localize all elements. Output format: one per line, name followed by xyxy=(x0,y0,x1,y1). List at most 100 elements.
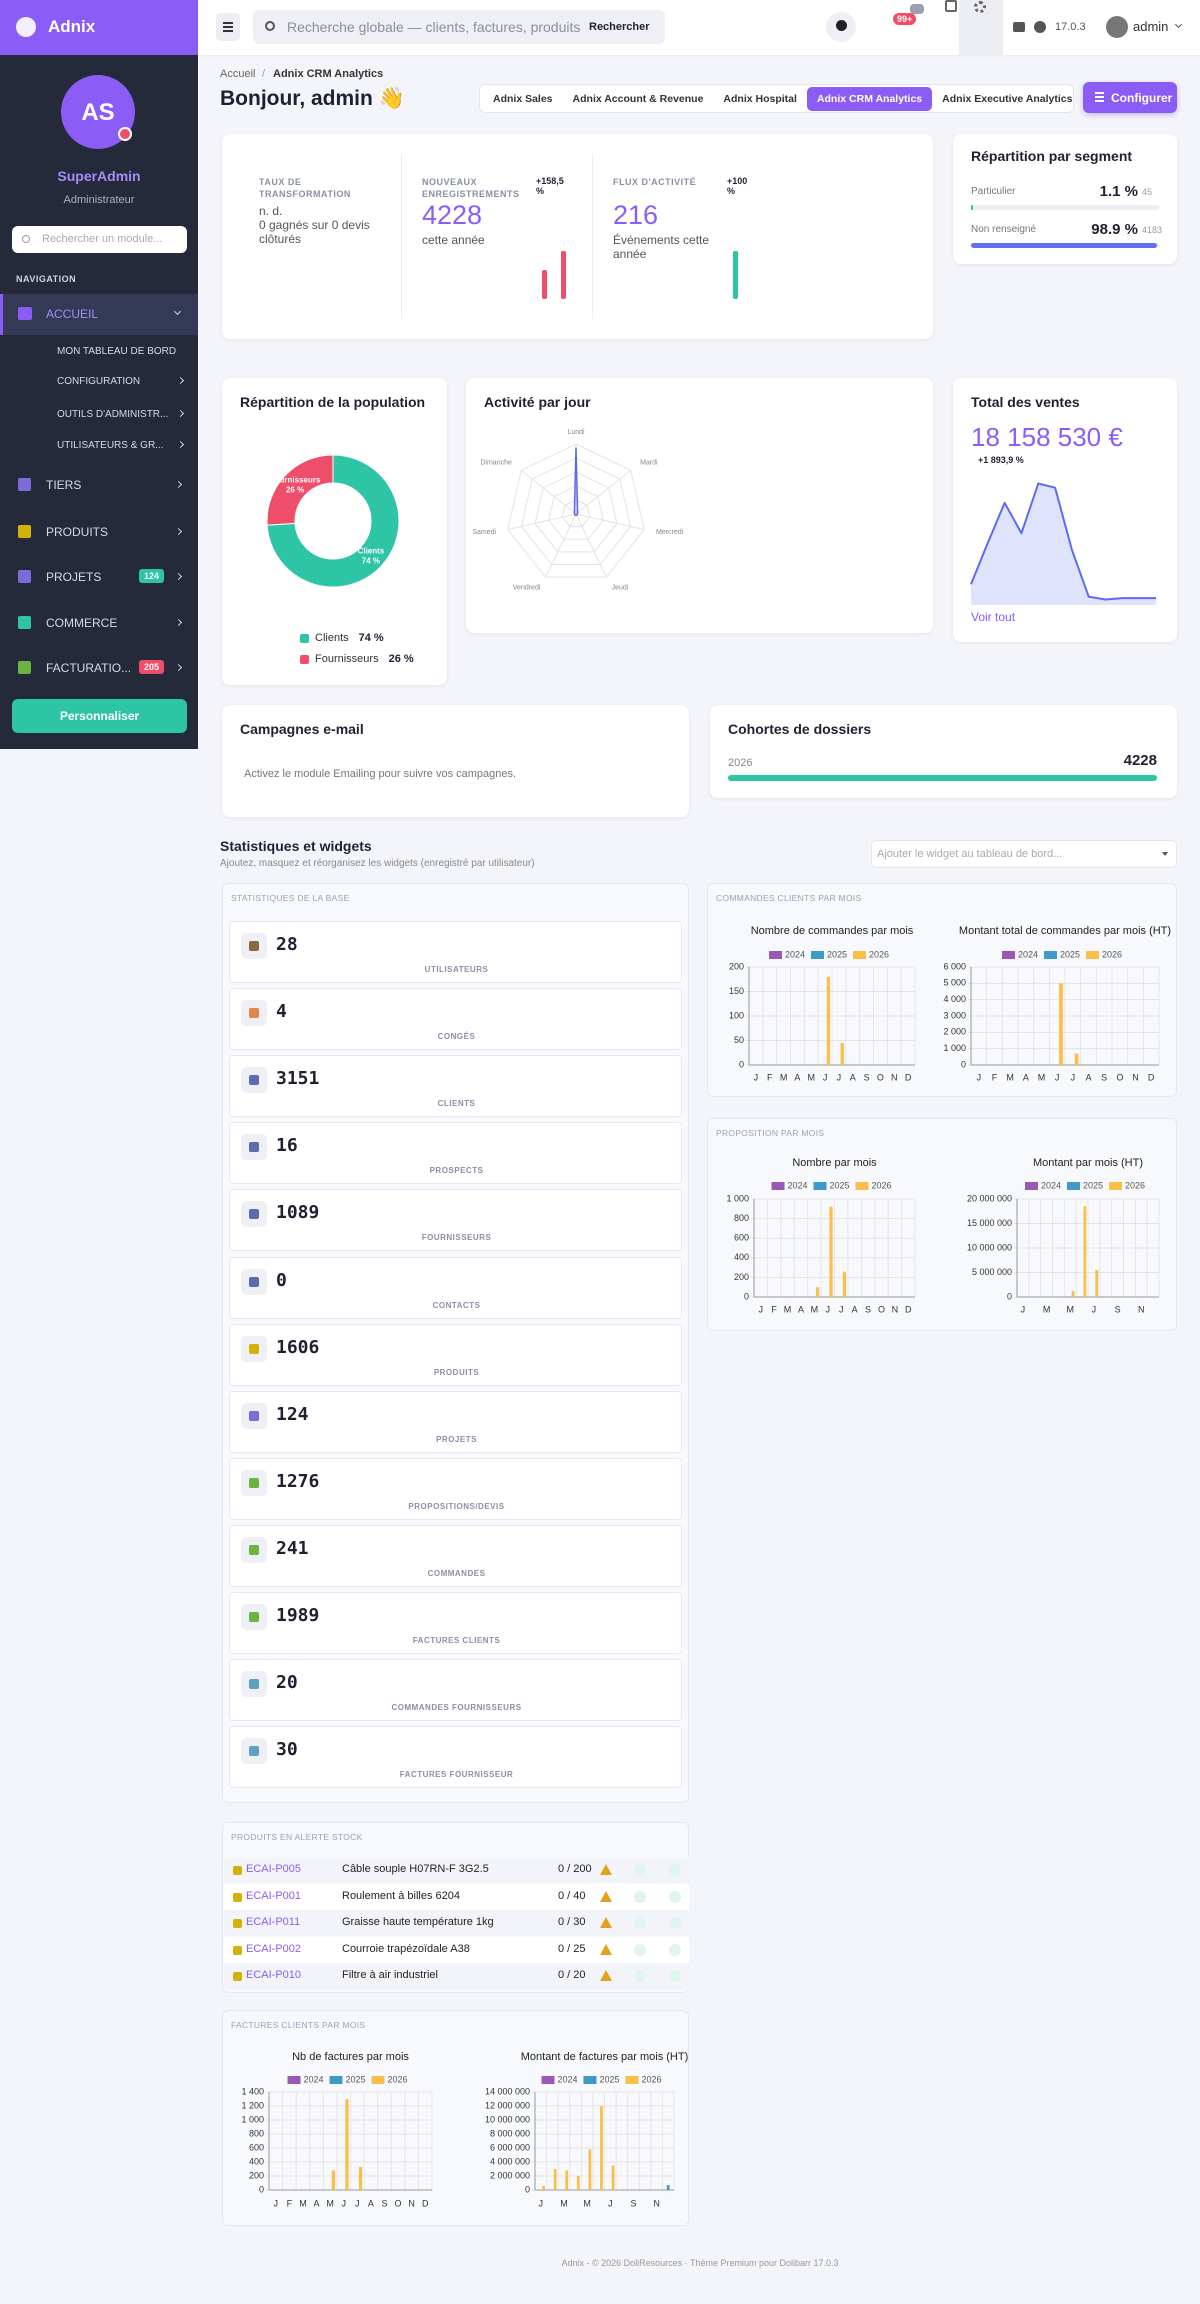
stat-value: 1276 xyxy=(276,1470,320,1492)
sales-delta: +1 893,9 % xyxy=(978,455,1024,465)
print-icon[interactable] xyxy=(1013,22,1025,32)
nav-label[interactable]: COMMERCE xyxy=(46,616,118,630)
user-role: Administrateur xyxy=(63,194,135,206)
stat-value: 3151 xyxy=(276,1068,320,1090)
product-ref[interactable]: ECAI-P010 xyxy=(246,1969,302,1982)
product-icon xyxy=(233,1945,242,1955)
stat-item[interactable]: 124 PROJETS xyxy=(229,1390,682,1453)
product-ref[interactable]: ECAI-P011 xyxy=(246,1916,301,1929)
nav-section: NAVIGATION xyxy=(16,274,77,284)
stat-item[interactable]: 1989 FACTURES CLIENTS xyxy=(229,1592,682,1654)
nav-label[interactable]: PRODUITS xyxy=(46,525,109,539)
user-name: SuperAdmin xyxy=(57,168,141,184)
user-avatar[interactable] xyxy=(1106,16,1128,38)
chevron xyxy=(174,527,183,536)
nav-icon xyxy=(18,478,31,491)
logo xyxy=(16,17,36,37)
stat-item[interactable]: 4 CONGÉS xyxy=(229,988,682,1051)
global-search[interactable]: Recherche globale — clients, factures, p… xyxy=(253,10,665,44)
stat-label: PRODUITS xyxy=(433,1367,480,1377)
module-search[interactable]: Rechercher un module... xyxy=(12,226,187,253)
tab[interactable]: Adnix Executive Analytics xyxy=(942,92,1073,105)
avatar-status xyxy=(118,127,132,141)
sidebar: Adnix AS SuperAdmin Administrateur Recherche… xyxy=(0,0,198,749)
status-dot xyxy=(634,1943,646,1956)
stat-item[interactable]: 241 COMMANDES xyxy=(229,1524,682,1587)
customize-button[interactable]: Personnaliser xyxy=(12,699,187,733)
kpi-value: n. d. xyxy=(259,204,283,218)
tab[interactable]: Adnix Hospital xyxy=(723,92,797,105)
user-menu[interactable]: admin xyxy=(1133,19,1169,34)
notification-badge[interactable]: 99+ xyxy=(893,13,917,25)
stat-item[interactable]: 16 PROSPECTS xyxy=(229,1122,682,1185)
status-dot xyxy=(669,1890,681,1903)
submenu-item[interactable]: UTILISATEURS & GR... xyxy=(57,440,164,451)
stat-label: UTILISATEURS xyxy=(424,965,489,974)
stat-item[interactable]: 28 UTILISATEURS xyxy=(229,921,682,983)
configure-button[interactable]: Configurer xyxy=(1083,82,1177,113)
stat-icon xyxy=(241,1469,267,1496)
widget-select[interactable]: Ajouter le widget au tableau de bord... xyxy=(871,840,1177,868)
stat-label: CLIENTS xyxy=(437,1099,476,1109)
stat-item[interactable]: 20 COMMANDES FOURNISSEURS xyxy=(229,1659,682,1722)
product-ref[interactable]: ECAI-P005 xyxy=(246,1863,302,1875)
tab[interactable]: Adnix Account & Revenue xyxy=(572,92,704,105)
customize-label: Personnaliser xyxy=(59,709,140,723)
nav-label[interactable]: FACTURATIO... xyxy=(46,661,132,675)
kpi-value: 216 xyxy=(613,200,659,230)
card-title: Cohortes de dossiers xyxy=(728,721,872,737)
divider xyxy=(592,154,593,319)
tab[interactable]: Adnix Sales xyxy=(493,92,553,105)
stat-item[interactable]: 1089 FOURNISSEURS xyxy=(229,1189,682,1252)
submenu-item[interactable]: OUTILS D'ADMINISTR... xyxy=(57,409,169,420)
nav-item-active[interactable]: ACCUEIL xyxy=(0,294,198,335)
sales-card: Total des ventes 18 158 530 € +1 893,9 % Vo… xyxy=(953,378,1177,642)
chevron xyxy=(176,409,185,418)
cohort-track xyxy=(728,775,1157,781)
product-ref[interactable]: ECAI-P001 xyxy=(246,1889,302,1902)
stat-item[interactable]: 3151 CLIENTS xyxy=(229,1055,682,1118)
legend-dot xyxy=(300,654,309,664)
cohort-label: 2026 xyxy=(728,757,753,769)
submenu-item[interactable]: CONFIGURATION xyxy=(57,376,141,387)
stat-icon xyxy=(241,1268,267,1295)
legend-value: 26 % xyxy=(388,653,414,665)
sales-link[interactable]: Voir tout xyxy=(971,610,1016,624)
stat-item[interactable]: 1606 PRODUITS xyxy=(229,1323,682,1386)
legend-dot xyxy=(300,633,309,643)
stat-icon xyxy=(241,1067,267,1094)
status-dot xyxy=(634,1890,646,1903)
warning-icon xyxy=(600,1970,612,1982)
stat-glyph xyxy=(249,1343,259,1354)
breadcrumb-link[interactable]: Accueil xyxy=(220,68,256,80)
stat-label: FOURNISSEURS xyxy=(421,1233,492,1243)
submenu-item[interactable]: MON TABLEAU DE BORD xyxy=(57,346,177,357)
campaigns-card: Campagnes e-mail Activez le module Emaili… xyxy=(222,705,689,817)
product-name: Graisse haute température 1kg xyxy=(342,1916,494,1929)
stat-item[interactable]: 1276 PROPOSITIONS/DEVIS xyxy=(229,1457,682,1520)
brand-bar: Adnix xyxy=(0,0,198,55)
product-ref[interactable]: ECAI-P002 xyxy=(246,1942,302,1955)
menu-toggle[interactable] xyxy=(216,13,240,41)
divider xyxy=(401,154,402,319)
segment-count: 4183 xyxy=(1142,225,1163,235)
stat-item[interactable]: 0 CONTACTS xyxy=(229,1256,682,1319)
stat-icon xyxy=(241,1671,267,1698)
card-title: Campagnes e-mail xyxy=(240,721,364,737)
product-name: Courroie trapézoïdale A38 xyxy=(342,1942,470,1955)
global-search-button[interactable]: Rechercher xyxy=(589,21,650,33)
status-dot xyxy=(669,1943,681,1956)
kpi-trend-bar xyxy=(561,251,566,299)
product-icon xyxy=(233,1919,242,1929)
product-name: Roulement à billes 6204 xyxy=(342,1889,461,1902)
calendar-icon[interactable] xyxy=(945,0,957,12)
help-icon[interactable] xyxy=(1034,21,1046,33)
tab-active[interactable]: Adnix CRM Analytics xyxy=(806,86,933,111)
sales-amount: 18 158 530 € xyxy=(971,422,1123,452)
topbar: Recherche globale — clients, factures, p… xyxy=(198,0,1200,55)
nav-label[interactable]: TIERS xyxy=(46,478,82,492)
stat-item[interactable]: 30 FACTURES FOURNISSEUR xyxy=(229,1726,682,1789)
chevron xyxy=(174,618,183,627)
nav-label[interactable]: PROJETS xyxy=(46,570,102,584)
product-icon xyxy=(233,1892,242,1902)
